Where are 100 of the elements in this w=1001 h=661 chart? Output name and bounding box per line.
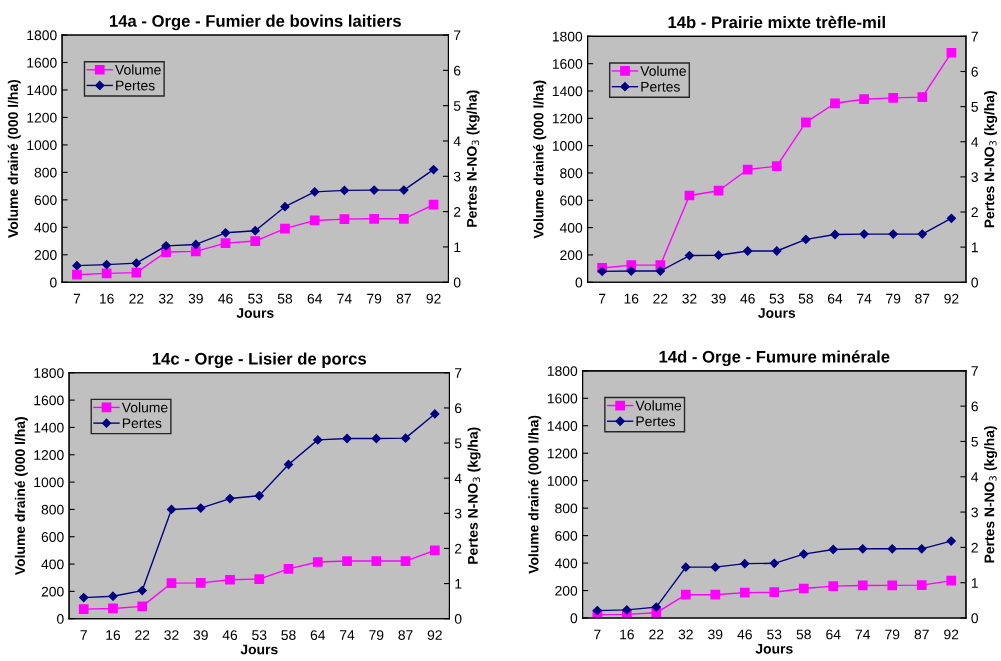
point (887, 580, 898, 591)
legend-label: Pertes (636, 416, 676, 427)
y-tick-label: 800 (560, 168, 583, 179)
point (946, 47, 957, 58)
point (196, 503, 206, 513)
x-tick-label: 7 (594, 629, 601, 640)
y2-tick-label: 4 (971, 472, 979, 482)
x-tick-label: 22 (653, 293, 668, 304)
y-tick-label: 1200 (547, 448, 578, 459)
point (195, 578, 206, 588)
y-tick-label: 1400 (547, 421, 578, 431)
y-tick-label: 1200 (27, 112, 57, 123)
y2-tick-label: 2 (454, 206, 461, 217)
legend-label: Volume (115, 64, 161, 75)
x-tick-label: 79 (367, 293, 382, 304)
point (740, 559, 750, 569)
chart-title: 14b - Prairie mixte trèfle-mil (668, 15, 885, 29)
x-tick-label: 58 (796, 629, 811, 640)
point (371, 433, 381, 444)
x-tick-label: 46 (222, 630, 238, 641)
y2-tick-label: 4 (454, 473, 462, 484)
point (772, 246, 782, 256)
x-tick-label: 53 (252, 630, 267, 641)
y-tick-label: 600 (560, 195, 583, 206)
point (622, 605, 632, 615)
x-tick-label: 32 (682, 293, 697, 304)
x-tick-label: 64 (826, 629, 841, 640)
y-tick-label: 400 (41, 559, 64, 570)
x-tick-label: 58 (281, 630, 296, 641)
chart-title: 14a - Orge - Fumier de bovins laitiers (109, 14, 401, 31)
y-tick-label: 0 (57, 614, 64, 624)
point (369, 185, 379, 195)
point (710, 562, 720, 572)
x-tick-label: 32 (158, 293, 174, 304)
point (220, 228, 231, 238)
point (342, 433, 352, 444)
y-tick-label: 1000 (34, 477, 64, 488)
x-tick-label: 46 (740, 293, 755, 304)
y-tick-label: 600 (555, 530, 578, 541)
chart-title: 14d - Orge - Fumure minérale (659, 350, 890, 367)
x-tick-label: 64 (827, 293, 843, 304)
y-tick-label: 800 (555, 503, 578, 514)
point (283, 563, 294, 574)
point (655, 266, 665, 276)
x-tick-label: 46 (218, 293, 233, 304)
y2-tick-label: 0 (971, 277, 979, 288)
point (108, 603, 118, 614)
point (371, 556, 382, 566)
y-tick-label: 1400 (552, 86, 583, 97)
chart-title: 14c - Orge - Lisier de porcs (152, 352, 367, 368)
x-tick-label: 39 (193, 630, 208, 641)
point (769, 558, 779, 568)
point (801, 117, 811, 128)
point (917, 92, 928, 103)
point (72, 261, 82, 271)
y-tick-label: 200 (41, 586, 64, 597)
y-axis-title: Volume drainé (000 l/ha) (528, 415, 542, 574)
y-tick-label: 1000 (547, 476, 578, 486)
point (225, 493, 235, 504)
x-tick-label: 22 (129, 293, 144, 304)
y-tick-label: 0 (575, 277, 583, 288)
point (131, 258, 141, 268)
y2-tick-label: 7 (971, 31, 978, 42)
y2-tick-label: 3 (971, 507, 978, 518)
point (713, 185, 724, 196)
point (137, 601, 148, 612)
legend-label: Volume (121, 402, 168, 413)
x-tick-label: 39 (711, 293, 726, 304)
y2-axis-title: Pertes N-NO$_{3}$ (kg/ha) (466, 90, 480, 227)
legend-label: Pertes (641, 81, 680, 92)
y2-tick-label: 5 (453, 101, 461, 111)
y-tick-label: 400 (559, 222, 583, 233)
y-tick-label: 1600 (27, 57, 57, 68)
x-tick-label: 79 (369, 630, 384, 641)
x-tick-label: 74 (855, 629, 871, 640)
x-tick-label: 22 (135, 630, 150, 640)
y2-tick-label: 1 (454, 242, 461, 252)
point (830, 229, 840, 240)
y2-tick-label: 3 (454, 508, 462, 519)
x-tick-label: 64 (307, 293, 323, 304)
y2-tick-label: 6 (455, 403, 462, 414)
point (858, 544, 868, 554)
y-tick-label: 0 (570, 613, 578, 624)
y2-tick-label: 4 (971, 137, 979, 147)
x-tick-label: 58 (798, 293, 813, 304)
point (917, 229, 927, 239)
y2-tick-label: 5 (971, 436, 978, 447)
y2-tick-label: 5 (454, 438, 462, 449)
point (339, 214, 350, 224)
legend-label: Volume (635, 400, 682, 411)
point (137, 585, 147, 596)
y2-tick-label: 3 (453, 171, 461, 182)
y-tick-label: 800 (34, 167, 57, 178)
x-axis-title: Jours (236, 308, 274, 318)
x-tick-label: 92 (944, 293, 959, 304)
y2-tick-label: 5 (971, 102, 978, 112)
point (592, 605, 602, 616)
y-tick-label: 1200 (552, 113, 583, 124)
y2-tick-label: 4 (453, 136, 461, 147)
point (79, 592, 89, 603)
